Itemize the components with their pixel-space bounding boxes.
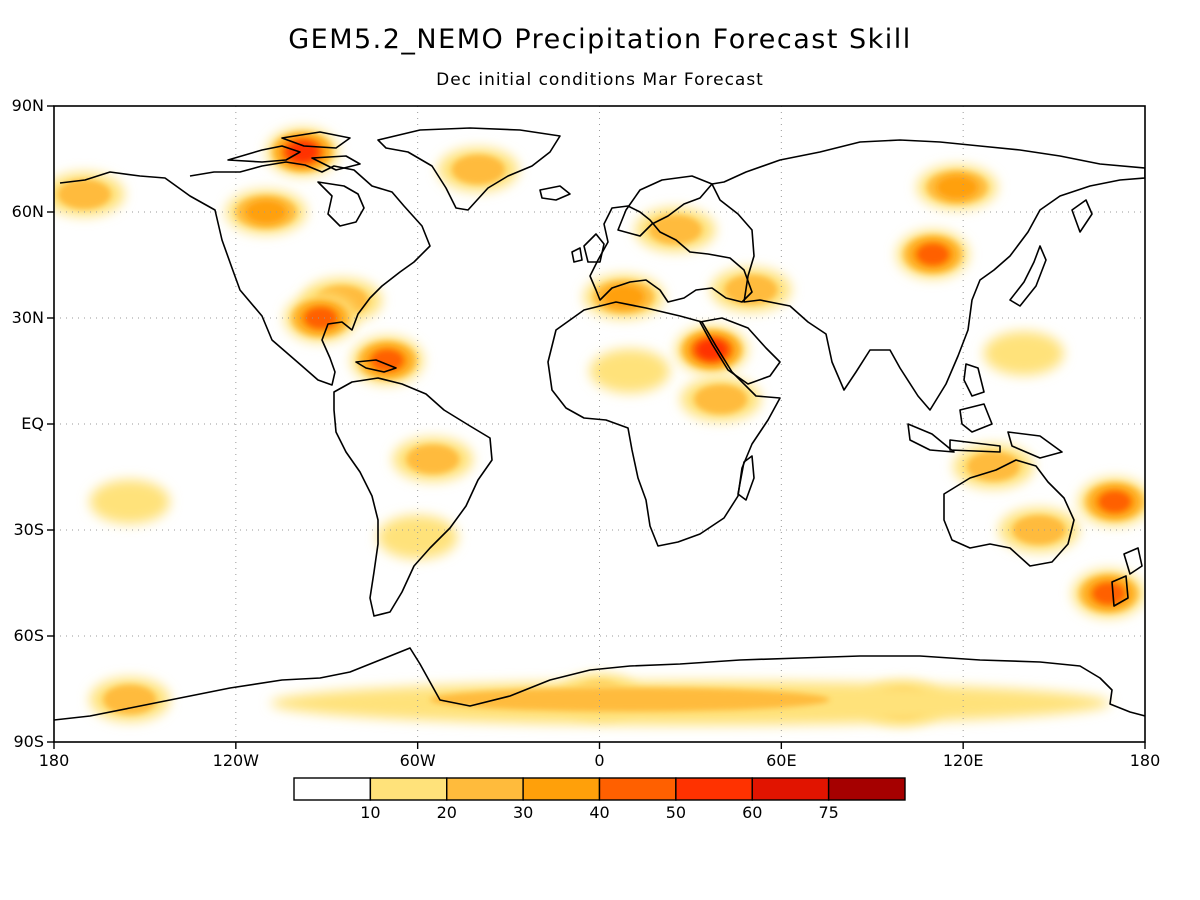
skill-patch xyxy=(967,451,1020,482)
y-tick-label: 60N xyxy=(11,202,44,221)
colorbar-label: 10 xyxy=(360,803,381,822)
coast-arctic-islands xyxy=(227,131,361,171)
skill-patch xyxy=(589,349,670,393)
colorbar-swatch xyxy=(751,777,830,801)
skill-patch xyxy=(1098,491,1131,513)
coast-asia xyxy=(711,139,1145,411)
y-tick-label: 60S xyxy=(13,626,44,645)
colorbar-swatch xyxy=(675,777,753,801)
coast-africa xyxy=(547,301,781,547)
coast-north-america xyxy=(59,161,431,386)
coast-antarctica xyxy=(54,647,1145,721)
x-tick-label: 180 xyxy=(38,751,70,770)
colorbar-swatch xyxy=(522,777,601,801)
coast-south-america xyxy=(333,377,493,617)
x-tick-label: 120W xyxy=(212,751,259,770)
skill-patch xyxy=(603,285,645,309)
coast-new-zealand xyxy=(1111,547,1143,607)
axis-ticks xyxy=(47,105,1146,749)
coast-arabia xyxy=(699,317,781,385)
colorbar-label: 75 xyxy=(818,803,839,822)
coast-kamchatka xyxy=(1071,199,1093,233)
y-tick-label: EQ xyxy=(21,414,44,433)
colorbar-label: 50 xyxy=(665,803,687,822)
x-tick-label: 60E xyxy=(766,751,797,770)
colorbar-swatch xyxy=(827,777,906,801)
y-tick-label: 90N xyxy=(11,96,44,115)
colorbar-swatch xyxy=(369,777,448,801)
y-tick-label: 30S xyxy=(13,520,44,539)
skill-patch xyxy=(916,243,949,266)
skill-patch xyxy=(1092,582,1125,605)
coastlines xyxy=(54,127,1145,721)
skill-patch xyxy=(936,175,978,199)
coast-philippines xyxy=(963,363,985,397)
skill-patch xyxy=(304,307,337,329)
colorbar-swatch xyxy=(293,777,372,801)
coast-greenland xyxy=(377,127,561,211)
colorbar-swatch xyxy=(598,777,677,801)
skill-patch xyxy=(57,179,111,210)
coast-indonesia xyxy=(907,403,1063,459)
skill-field xyxy=(54,127,1145,726)
y-tick-label: 90S xyxy=(13,732,44,751)
coast-japan xyxy=(1009,245,1047,307)
x-tick-label: 120E xyxy=(942,751,984,770)
coast-australia xyxy=(943,459,1075,567)
x-tick-label: 180 xyxy=(1129,751,1161,770)
chart-subtitle: Dec initial conditions Mar Forecast xyxy=(436,70,764,90)
skill-patch xyxy=(103,684,157,715)
x-tick-label: 0 xyxy=(594,751,605,770)
skill-patch xyxy=(288,142,317,162)
coast-madagascar xyxy=(737,455,755,501)
colorbar-label: 20 xyxy=(436,803,457,822)
skill-patch xyxy=(648,214,702,245)
coast-europe xyxy=(589,205,753,303)
skill-patch xyxy=(451,154,505,185)
colorbar-label: 40 xyxy=(589,803,610,822)
skill-patch xyxy=(694,384,748,415)
skill-patch xyxy=(377,515,458,560)
skill-patch xyxy=(429,687,830,712)
colorbar-swatch xyxy=(446,777,524,801)
colorbar-label: 30 xyxy=(512,803,534,822)
colorbar xyxy=(293,777,906,801)
skill-patch xyxy=(406,444,460,475)
coast-cuba xyxy=(355,359,397,373)
skill-patch xyxy=(89,479,170,524)
y-tick-label: 30N xyxy=(11,308,44,327)
coast-iceland xyxy=(539,185,571,201)
skill-patch xyxy=(371,349,404,372)
coast-britain xyxy=(571,233,605,263)
colorbar-label: 60 xyxy=(742,803,763,822)
chart-title: GEM5.2_NEMO Precipitation Forecast Skill xyxy=(288,24,912,55)
skill-patch xyxy=(245,200,287,224)
coast-scandinavia xyxy=(617,175,713,237)
x-tick-label: 60W xyxy=(399,751,436,770)
skill-patch xyxy=(983,331,1064,376)
coast-hudson-bay xyxy=(317,181,365,227)
